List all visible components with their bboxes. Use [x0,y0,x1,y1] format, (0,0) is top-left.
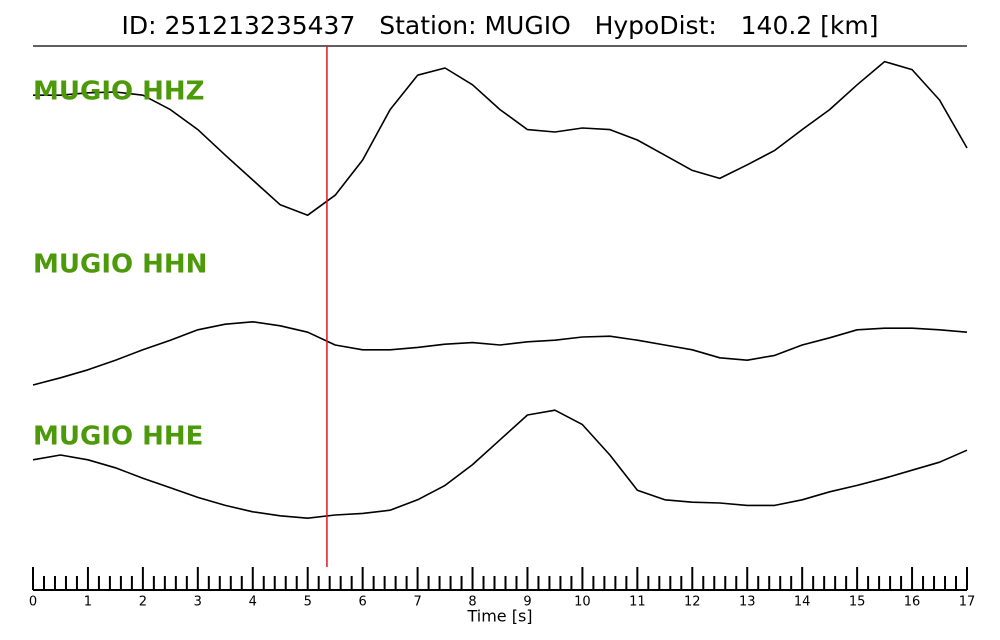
trace-label: MUGIO HHN [33,250,207,280]
x-tick-label: 17 [959,595,976,610]
trace [33,60,968,216]
x-tick-label: 16 [904,595,921,610]
x-tick-label: 14 [794,595,811,610]
trace-label: MUGIO HHZ [33,77,205,107]
x-tick-label: 5 [304,595,312,610]
x-tick-label: 10 [574,595,591,610]
chart-title: ID: 251213235437 Station: MUGIO HypoDist… [122,11,879,40]
x-tick-label: 8 [468,595,476,610]
x-tick-label: 3 [194,595,202,610]
x-tick-label: 13 [739,595,756,610]
x-tick-label: 1 [84,595,92,610]
x-tick-label: 2 [139,595,147,610]
x-tick-label: 6 [359,595,367,610]
x-tick-label: 15 [849,595,866,610]
trace-label: MUGIO HHE [33,422,203,452]
x-axis-label: Time [s] [466,607,532,626]
x-tick-label: 12 [684,595,701,610]
trace [32,321,968,386]
x-tick-label: 0 [29,595,37,610]
x-tick-label: 4 [249,595,257,610]
x-tick-label: 9 [523,595,531,610]
x-tick-label: 7 [413,595,421,610]
trace [32,409,968,519]
x-tick-label: 11 [629,595,646,610]
